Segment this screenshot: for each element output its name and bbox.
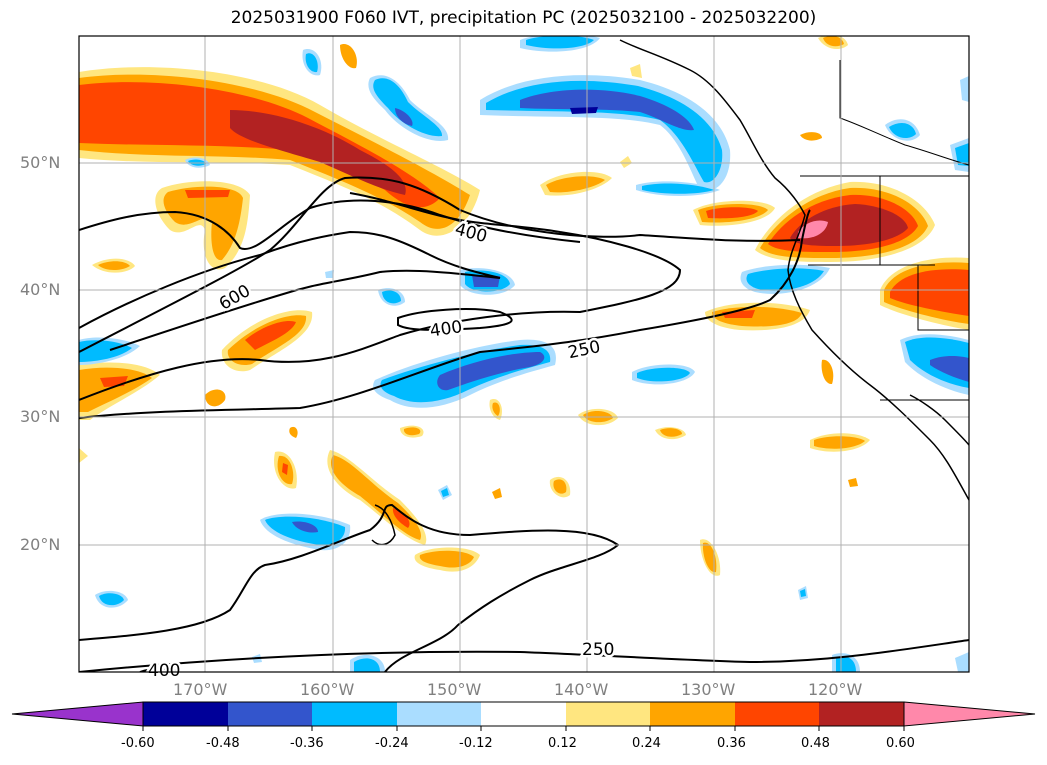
- map-title: 2025031900 F060 IVT, precipitation PC (2…: [230, 8, 817, 28]
- colorbar-cell: [397, 702, 481, 726]
- colorbar-cell: [143, 702, 228, 726]
- ivt-contour-250: [79, 192, 682, 401]
- colorbar: [11, 701, 1036, 731]
- anomaly-patch-hawaii-south: [414, 547, 480, 572]
- colorbar-cell: [819, 702, 904, 726]
- colorbar-tick-label: -0.24: [375, 736, 409, 751]
- lon-label-130w: 130°W: [681, 680, 736, 699]
- lat-label-20n: 20°N: [20, 535, 61, 554]
- lon-label-170w: 170°W: [173, 680, 228, 699]
- lon-label-120w: 120°W: [808, 680, 863, 699]
- contour-label-400-c: 400: [148, 661, 180, 681]
- colorbar-tick-label: -0.12: [459, 736, 493, 751]
- anomaly-patch-165w-37n: [221, 310, 313, 372]
- colorbar-tick-label: -0.60: [121, 736, 155, 751]
- ivt-contour-400-north: [79, 199, 581, 251]
- anomaly-patch-west-edge: [79, 362, 160, 420]
- anomaly-patch-central-pacific-diagonal: [327, 450, 427, 545]
- colorbar-cell: [228, 702, 312, 726]
- colorbar-cell: [312, 702, 397, 726]
- anomaly-patch-north-pacific: [79, 67, 480, 236]
- colorbar-extend-high: [903, 701, 1036, 727]
- anomaly-patch-gulf-of-alaska: [480, 75, 731, 191]
- map-plot-area: [79, 36, 969, 672]
- colorbar-tick-label: -0.36: [290, 736, 324, 751]
- anomaly-patch-170w-45n: [155, 181, 250, 270]
- ivt-contour-600: [79, 176, 801, 353]
- ivt-contour-400-bottom: [139, 668, 181, 672]
- anomaly-patch-hawaii: [260, 513, 351, 551]
- colorbar-cell: [566, 702, 650, 726]
- colorbar-tick-label: -0.48: [206, 736, 240, 751]
- lon-label-160w: 160°W: [300, 680, 355, 699]
- colorbar-cell: [650, 702, 735, 726]
- plot-frame: [78, 35, 970, 673]
- colorbar-tick-label: 0.36: [717, 736, 746, 751]
- lon-label-150w: 150°W: [427, 680, 482, 699]
- lon-label-140w: 140°W: [554, 680, 609, 699]
- anomaly-patch-nevada: [880, 257, 969, 330]
- colorbar-cell: [481, 702, 566, 726]
- lat-label-30n: 30°N: [20, 407, 61, 426]
- ivt-contour-250-south: [79, 209, 811, 419]
- ivt-contour-400-inner: [79, 230, 501, 351]
- colorbar-cell: [735, 702, 819, 726]
- state-borders: [800, 60, 969, 401]
- colorbar-tick-label: 0.60: [886, 736, 915, 751]
- colorbar-extend-low: [11, 701, 144, 727]
- colorbar-tick-label: 0.24: [632, 736, 661, 751]
- colorbar-tick-label: 0.12: [548, 736, 577, 751]
- lat-label-50n: 50°N: [20, 153, 61, 172]
- anomaly-patch-central-pacific-band: [373, 339, 556, 408]
- coastline: [371, 39, 969, 546]
- contour-label-250-b: 250: [582, 640, 614, 660]
- gridlines: [79, 36, 969, 672]
- lat-label-40n: 40°N: [20, 280, 61, 299]
- ivt-contour-250-low: [79, 503, 620, 672]
- anomaly-patch-california: [755, 181, 935, 262]
- contour-labels: 600 400 400 250 400 250: [146, 217, 617, 684]
- colorbar-tick-label: 0.48: [801, 736, 830, 751]
- contour-label-400-b: 400: [429, 317, 464, 341]
- negative-anomaly-patches: [79, 36, 969, 672]
